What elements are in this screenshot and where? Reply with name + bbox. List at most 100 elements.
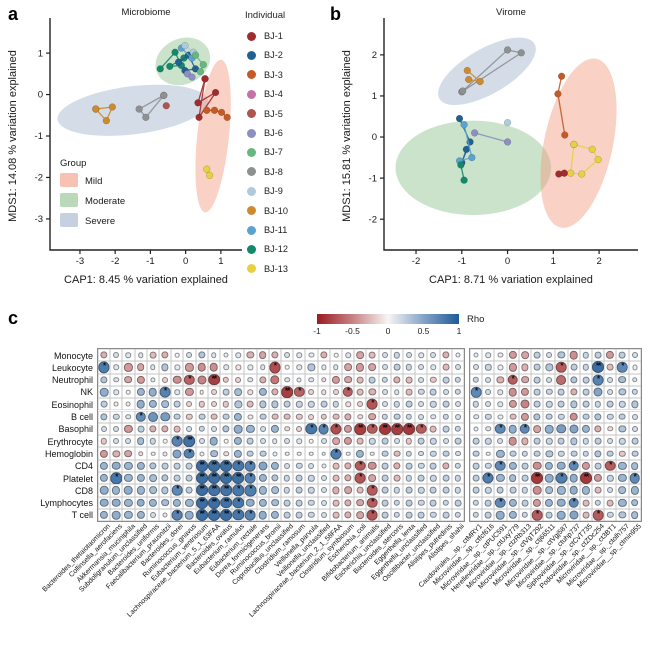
matrix-cell <box>342 423 354 435</box>
rho-bubble <box>245 460 256 472</box>
rho-bubble <box>442 376 450 384</box>
group-ellipse-severe <box>57 84 209 136</box>
matrix-cell <box>555 447 567 459</box>
rho-colorbar: Rho -1 -0.5 0 0.5 1 <box>313 312 507 342</box>
rho-bubble <box>568 497 579 508</box>
series-line-BJ-3 <box>206 109 228 118</box>
rho-bubble <box>381 352 388 359</box>
rho-bubble <box>418 401 425 408</box>
rho-bubble <box>631 425 638 432</box>
y-tick-label: 1 <box>38 48 43 59</box>
matrix-cell <box>135 423 147 435</box>
point-BJ-13 <box>203 165 211 173</box>
rho-bubble <box>113 425 120 432</box>
rho-bubble <box>393 376 401 384</box>
rho-bubble <box>272 438 278 444</box>
rho-bubble <box>454 388 462 396</box>
rho-bubble <box>631 352 638 359</box>
matrix-cell <box>427 423 439 435</box>
rho-bubble <box>245 472 256 484</box>
rho-bubble <box>418 487 425 494</box>
rho-bubble <box>581 461 590 470</box>
matrix-cell <box>183 460 195 472</box>
matrix-cell <box>244 349 256 361</box>
matrix-cell <box>580 484 592 496</box>
rho-bubble <box>533 498 542 507</box>
rho-bubble <box>162 450 168 457</box>
group-legend-title: Group <box>60 158 86 169</box>
matrix-cell <box>440 447 452 459</box>
significance-star: ** <box>284 386 290 396</box>
matrix-cell <box>135 435 147 447</box>
rho-bubble <box>332 413 340 421</box>
rho-bubble <box>454 413 461 420</box>
rho-bubble <box>497 352 504 358</box>
matrix-cell <box>342 497 354 509</box>
rho-bubble <box>606 351 615 360</box>
matrix-cell <box>110 460 122 472</box>
matrix-cell: * <box>354 472 366 484</box>
rho-bubble <box>381 450 389 457</box>
row-label-basophil: Basophil <box>58 424 93 435</box>
matrix-cell <box>293 484 305 496</box>
significance-star: * <box>115 472 118 482</box>
matrix-cell <box>580 411 592 423</box>
matrix-cell <box>379 509 391 521</box>
matrix-cell <box>470 472 482 484</box>
matrix-cell <box>220 447 232 459</box>
matrix-cell <box>616 497 628 509</box>
matrix-cell <box>171 472 183 484</box>
rho-bubble <box>533 388 541 396</box>
matrix-cell <box>257 361 269 373</box>
matrix-cell <box>135 386 147 398</box>
significance-star: ** <box>211 460 217 470</box>
rho-bubble <box>556 362 567 373</box>
matrix-cell <box>281 460 293 472</box>
matrix-cell <box>293 435 305 447</box>
rho-bubble <box>136 474 145 483</box>
matrix-cell <box>391 435 403 447</box>
matrix-cell <box>452 411 464 423</box>
matrix-cell <box>98 497 110 509</box>
significance-star: * <box>139 411 143 421</box>
matrix-cell <box>568 398 580 410</box>
matrix-cell <box>543 509 555 521</box>
rho-bubble <box>137 425 145 433</box>
matrix-cell <box>159 423 171 435</box>
rho-bubble <box>606 450 614 457</box>
matrix-cell <box>519 411 531 423</box>
rho-bubble <box>557 351 566 359</box>
rho-bubble <box>321 463 327 469</box>
matrix-cell <box>171 447 183 459</box>
matrix-cell <box>531 447 543 459</box>
matrix-cell <box>403 484 415 496</box>
matrix-cell <box>440 497 452 509</box>
matrix-cell <box>171 460 183 472</box>
rho-bubble <box>454 474 462 482</box>
legend-label: BJ-5 <box>264 108 283 119</box>
rho-bubble <box>320 351 328 359</box>
matrix-cell <box>616 447 628 459</box>
rho-bubble <box>259 376 267 384</box>
matrix-cell <box>147 386 159 398</box>
matrix-cell: * <box>366 423 378 435</box>
rho-bubble <box>148 387 158 397</box>
point-BJ-1 <box>194 99 202 107</box>
matrix-cell <box>440 349 452 361</box>
matrix-cell <box>330 361 342 373</box>
rho-bubble <box>149 512 156 519</box>
row-label-platelet: Platelet <box>62 473 93 484</box>
rho-bubble <box>570 437 578 445</box>
matrix-cell <box>415 447 427 459</box>
matrix-cell <box>482 447 494 459</box>
rho-bubble <box>631 376 638 383</box>
legend-item-BJ-6: BJ-6 <box>247 127 283 139</box>
matrix-cell <box>318 349 330 361</box>
matrix-cell <box>470 349 482 361</box>
matrix-cell <box>543 472 555 484</box>
matrix-cell: * <box>494 423 506 435</box>
matrix-cell <box>183 361 195 373</box>
rho-bubble <box>430 499 437 507</box>
rho-bubble <box>582 400 590 408</box>
rho-bubble <box>283 487 291 494</box>
